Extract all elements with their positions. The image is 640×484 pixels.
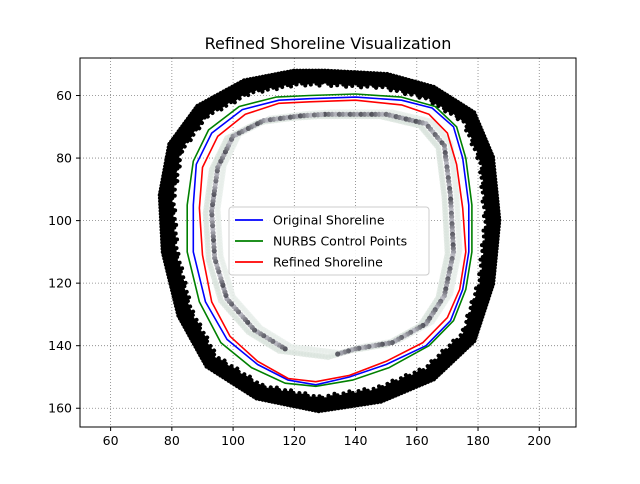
y-tick-label: 100 xyxy=(48,213,72,228)
scatter-point xyxy=(347,395,348,407)
x-tick-label: 100 xyxy=(221,433,245,448)
legend-label: NURBS Control Points xyxy=(273,234,407,249)
scatter-point xyxy=(316,399,317,411)
scatter-point xyxy=(485,254,496,255)
scatter-point xyxy=(341,397,342,408)
x-tick-label: 140 xyxy=(344,433,368,448)
x-tick-label: 80 xyxy=(164,433,180,448)
scatter-point xyxy=(312,71,313,82)
legend: Original Shoreline NURBS Control Points Re… xyxy=(229,207,429,275)
y-tick-label: 80 xyxy=(56,151,72,166)
scatter-point xyxy=(161,227,174,228)
scatter-point xyxy=(316,71,317,84)
scatter-point xyxy=(309,398,310,409)
y-tick-label: 120 xyxy=(48,276,72,291)
scatter-point xyxy=(337,71,338,85)
scatter-point xyxy=(163,251,175,252)
scatter-point xyxy=(334,394,335,409)
x-tick-label: 60 xyxy=(103,433,119,448)
legend-label: Original Shoreline xyxy=(273,213,385,228)
scatter-point xyxy=(485,220,499,222)
scatter-point xyxy=(162,233,176,234)
scatter-point xyxy=(162,230,173,231)
scatter-point xyxy=(487,217,499,219)
scatter-point xyxy=(319,112,324,117)
scatter-point xyxy=(343,393,344,407)
scatter-point xyxy=(164,254,179,255)
scatter-point xyxy=(486,227,499,228)
x-tick-label: 160 xyxy=(405,433,429,448)
chart-title: Refined Shoreline Visualization xyxy=(205,34,452,53)
scatter-point xyxy=(482,245,497,246)
scatter-point xyxy=(163,248,177,249)
scatter-point xyxy=(161,217,175,219)
scatter-point xyxy=(483,230,498,231)
scatter-point xyxy=(319,71,320,86)
legend-label: Refined Shoreline xyxy=(273,255,383,270)
scatter-point xyxy=(340,71,341,82)
x-tick-label: 180 xyxy=(466,433,490,448)
scatter-point xyxy=(161,223,176,224)
scatter-point xyxy=(164,257,177,259)
scatter-point xyxy=(319,396,320,411)
scatter-point xyxy=(165,260,176,261)
y-tick-label: 60 xyxy=(56,88,72,103)
x-tick-label: 120 xyxy=(282,433,306,448)
scatter-point xyxy=(338,395,339,408)
y-tick-label: 140 xyxy=(48,338,72,353)
scatter-point xyxy=(482,251,496,252)
scatter-point xyxy=(343,72,344,85)
y-tick-label: 160 xyxy=(48,401,72,416)
scatter-point xyxy=(488,223,499,224)
scatter-point xyxy=(335,351,340,356)
x-tick-label: 200 xyxy=(527,433,551,448)
scatter-point xyxy=(312,396,313,410)
scatter-point xyxy=(485,248,497,249)
